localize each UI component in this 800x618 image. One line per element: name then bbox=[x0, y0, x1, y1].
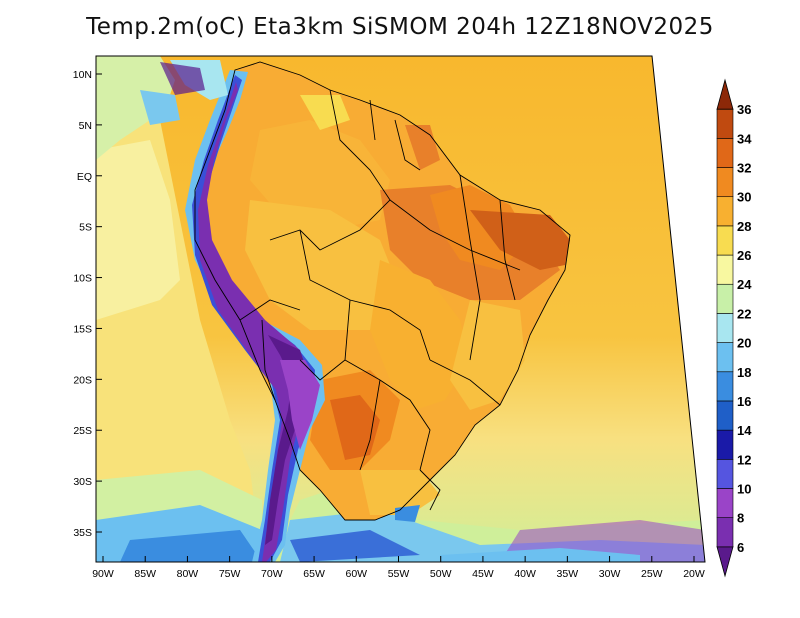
colorbar-bin bbox=[716, 254, 734, 285]
colorbar-bin bbox=[716, 108, 734, 139]
colorbar-label: 34 bbox=[737, 131, 752, 146]
colorbar-label: 24 bbox=[737, 277, 752, 292]
colorbar-bin bbox=[716, 283, 734, 314]
lon-label: 65W bbox=[303, 568, 325, 580]
colorbar-bin bbox=[716, 458, 734, 489]
lon-label: 75W bbox=[219, 568, 241, 580]
colorbar-label: 14 bbox=[737, 423, 752, 438]
lat-label: 10N bbox=[73, 69, 92, 81]
lon-label: 60W bbox=[345, 568, 367, 580]
colorbar-label: 12 bbox=[737, 452, 751, 467]
colorbar-label: 20 bbox=[737, 336, 751, 351]
lon-label: 80W bbox=[177, 568, 199, 580]
lat-label: 35S bbox=[73, 527, 92, 539]
colorbar-bin bbox=[716, 138, 734, 168]
colorbar-bin bbox=[716, 196, 734, 227]
lon-label: 85W bbox=[134, 568, 156, 580]
colorbar-label: 16 bbox=[737, 394, 751, 409]
colorbar-label: 6 bbox=[737, 540, 744, 555]
lon-label: 40W bbox=[514, 568, 536, 580]
colorbar: 6 8 10 12 14 16 18 20 22 24 26 28 30 32 34 36 bbox=[716, 78, 752, 578]
colorbar-bin bbox=[716, 429, 734, 460]
colorbar-label: 36 bbox=[737, 102, 751, 117]
colorbar-bin bbox=[716, 546, 734, 578]
colorbar-bin bbox=[716, 517, 734, 548]
colorbar-label: 30 bbox=[737, 190, 751, 205]
colorbar-bin bbox=[716, 167, 734, 198]
map-title: Temp.2m(oC) Eta3km SiSMOM 204h 12Z18NOV2… bbox=[86, 14, 714, 40]
lon-label: 20W bbox=[683, 568, 705, 580]
lat-label: 20S bbox=[73, 374, 92, 386]
colorbar-label: 18 bbox=[737, 365, 751, 380]
lat-label: EQ bbox=[77, 171, 92, 183]
latitude-axis: 10N 5N EQ 5S 10S 15S 20S 25S 30S 35S bbox=[73, 69, 102, 539]
lat-label: 10S bbox=[73, 273, 92, 285]
colorbar-label: 28 bbox=[737, 219, 751, 234]
lat-label: 5S bbox=[79, 222, 92, 234]
colorbar-bin bbox=[716, 78, 734, 110]
lon-label: 55W bbox=[388, 568, 410, 580]
colorbar-bin bbox=[716, 225, 734, 256]
colorbar-bin bbox=[716, 313, 734, 343]
lat-label: 15S bbox=[73, 323, 92, 335]
colorbar-label: 32 bbox=[737, 161, 751, 176]
lon-label: 30W bbox=[599, 568, 621, 580]
colorbar-label: 8 bbox=[737, 511, 744, 526]
lon-label: 90W bbox=[92, 568, 114, 580]
temperature-field bbox=[96, 56, 705, 562]
lon-label: 25W bbox=[641, 568, 663, 580]
longitude-axis: 90W 85W 80W 75W 70W 65W 60W 55W 50W 45W 40W 35W 30W 2… bbox=[92, 556, 705, 580]
lon-label: 70W bbox=[261, 568, 283, 580]
colorbar-bin bbox=[716, 371, 734, 402]
lat-label: 30S bbox=[73, 476, 92, 488]
colorbar-label: 26 bbox=[737, 248, 751, 263]
colorbar-label: 22 bbox=[737, 306, 751, 321]
colorbar-bin bbox=[716, 342, 734, 373]
lon-label: 45W bbox=[472, 568, 494, 580]
lat-label: 5N bbox=[79, 120, 92, 132]
lon-label: 50W bbox=[430, 568, 452, 580]
colorbar-bin bbox=[716, 400, 734, 431]
colorbar-label: 10 bbox=[737, 481, 751, 496]
lon-label: 35W bbox=[557, 568, 579, 580]
lat-label: 25S bbox=[73, 425, 92, 437]
colorbar-bin bbox=[716, 488, 734, 518]
